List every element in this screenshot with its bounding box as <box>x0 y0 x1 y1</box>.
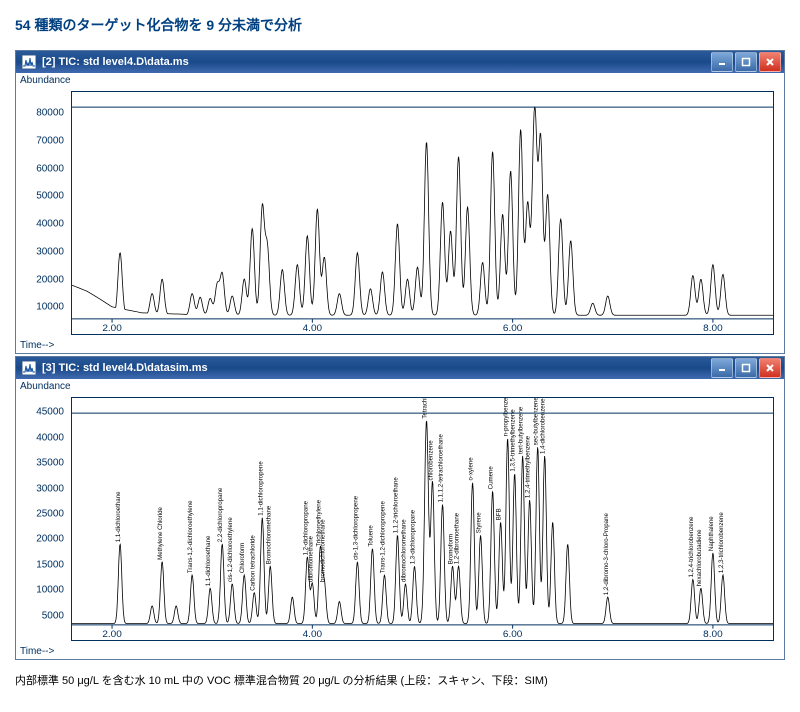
y-tick-label: 25000 <box>36 508 64 519</box>
titlebar-left: [3] TIC: std level4.D\datasim.ms <box>22 361 208 375</box>
max-button[interactable] <box>735 52 757 72</box>
y-tick-label: 40000 <box>36 219 64 230</box>
titlebar-buttons <box>711 358 781 378</box>
peak-label: Trans-1,2-dichloroethylene <box>187 500 194 573</box>
close-button[interactable] <box>759 52 781 72</box>
x-tick-label: 6.00 <box>503 323 523 334</box>
chromatogram-chart: 2.00 4.00 6.00 8.00 1,1-dichloroethane Methyl… <box>71 397 774 641</box>
y-tick-label: 50000 <box>36 191 64 202</box>
peak-label: hexachlorobutadiene <box>696 529 703 586</box>
peak-label: BFB <box>495 508 502 520</box>
y-axis-label: Abundance <box>20 381 71 392</box>
chromatogram-icon <box>22 361 36 375</box>
peak-label: Methylene Chloride <box>157 507 164 560</box>
peak-label: dibromomethane <box>307 535 314 581</box>
peak-label: Chloroform <box>239 543 246 573</box>
window-title-text: [3] TIC: std level4.D\datasim.ms <box>42 362 208 374</box>
chromatogram-icon <box>22 55 36 69</box>
peak-label: 1,4-dichlorobenzene-D4 <box>540 397 547 454</box>
y-tick-label: 70000 <box>36 135 64 146</box>
peak-label: 1,2,4-trimethylbenzene <box>525 435 532 498</box>
peak-label: 1,1,2-trichloroethane <box>392 477 399 534</box>
y-ticks: 5000 10000 15000 20000 25000 30000 35000 40000 4… <box>16 397 68 641</box>
close-button[interactable] <box>759 358 781 378</box>
plot-area: Abundance Time--> 5000 10000 15000 20000 25000… <box>16 379 784 659</box>
peak-label: cis-1,2-dichloroethylene <box>227 517 234 582</box>
plot-area: Abundance Time--> 10000 20000 30000 40000 5000… <box>16 73 784 353</box>
peak-label: 1,2,3-trichlorobenzene <box>718 512 725 573</box>
y-tick-label: 5000 <box>42 610 64 621</box>
y-tick-label: 30000 <box>36 483 64 494</box>
peak-label: 1,2-dibromoethane <box>453 512 460 564</box>
peak-label: 1,1-dichloroethane <box>205 535 212 586</box>
peak-label: Styrene <box>475 512 482 534</box>
peak-label: chlorobenzene <box>427 440 434 481</box>
peak-label: Tetrachloroethene <box>421 397 428 419</box>
peak-label: bromodichloromethane <box>319 519 326 582</box>
y-tick-label: 20000 <box>36 534 64 545</box>
titlebar-left: [2] TIC: std level4.D\data.ms <box>22 55 189 69</box>
y-tick-label: 20000 <box>36 274 64 285</box>
peak-label: 1,3,5-trimethylbenzene <box>509 409 516 472</box>
peak-label: Bromochloromethane <box>265 505 272 564</box>
x-tick-label: 2.00 <box>102 323 122 334</box>
y-tick-label: 35000 <box>36 458 64 469</box>
x-tick-label: 8.00 <box>703 629 723 640</box>
x-tick-label: 8.00 <box>703 323 723 334</box>
min-button[interactable] <box>711 52 733 72</box>
windows-container: [2] TIC: std level4.D\data.ms Abundance Ti… <box>15 50 785 660</box>
caption: 内部標準 50 μg/L を含む水 10 mL 中の VOC 標準混合物質 20… <box>15 672 785 688</box>
y-tick-label: 45000 <box>36 407 64 418</box>
x-tick-label: 2.00 <box>102 629 122 640</box>
window-titlebar[interactable]: [2] TIC: std level4.D\data.ms <box>16 51 784 73</box>
peak-label: Trans-1,2-dichloropropene <box>379 501 386 573</box>
window-titlebar[interactable]: [3] TIC: std level4.D\datasim.ms <box>16 357 784 379</box>
peak-label: cis-1,3-dichloropropene <box>352 495 359 560</box>
y-tick-label: 40000 <box>36 432 64 443</box>
x-tick-label: 4.00 <box>303 629 323 640</box>
y-tick-label: 15000 <box>36 559 64 570</box>
y-tick-label: 60000 <box>36 163 64 174</box>
x-axis-label: Time--> <box>20 646 54 657</box>
peak-label: dibromochloromethane <box>400 519 407 582</box>
chromatogram-window: [3] TIC: std level4.D\datasim.ms Abundanc… <box>15 356 785 660</box>
y-tick-label: 10000 <box>36 585 64 596</box>
peak-label: Carbon tetrachloride <box>249 535 256 591</box>
chromatogram-chart: 2.00 4.00 6.00 8.00 <box>71 91 774 335</box>
max-button[interactable] <box>735 358 757 378</box>
x-tick-label: 6.00 <box>503 629 523 640</box>
peak-label: 1,1-dichloropropene <box>257 461 264 516</box>
min-button[interactable] <box>711 358 733 378</box>
x-axis-label: Time--> <box>20 340 54 351</box>
page-title: 54 種類のターゲット化合物を 9 分未満で分析 <box>15 15 785 35</box>
y-tick-label: 30000 <box>36 246 64 257</box>
peak-label: 1,2-dibromo-3-chloro-Propane <box>603 513 610 596</box>
peak-label: Toluene <box>367 525 374 547</box>
x-tick-label: 4.00 <box>303 323 323 334</box>
y-axis-label: Abundance <box>20 75 71 86</box>
peak-label: 1,2,4-trichlorobenzene <box>688 516 695 577</box>
y-ticks: 10000 20000 30000 40000 50000 60000 70000 80000 <box>16 91 68 335</box>
titlebar-buttons <box>711 52 781 72</box>
y-tick-label: 10000 <box>36 302 64 313</box>
peak-label: 1,1,1,2-tetrachloroethane <box>437 434 444 503</box>
peak-label: 1,3-dichloropropane <box>409 509 416 564</box>
chromatogram-window: [2] TIC: std level4.D\data.ms Abundance Ti… <box>15 50 785 354</box>
peak-label: Naphthalene <box>708 516 715 551</box>
window-title-text: [2] TIC: std level4.D\data.ms <box>42 56 189 68</box>
peak-label: 1,1-dichloroethane <box>115 491 122 542</box>
peak-label: o-xylene <box>467 457 474 481</box>
y-tick-label: 80000 <box>36 108 64 119</box>
peak-label: 2,2-dichloropropane <box>217 487 224 542</box>
peak-label: Cumene <box>487 466 494 490</box>
